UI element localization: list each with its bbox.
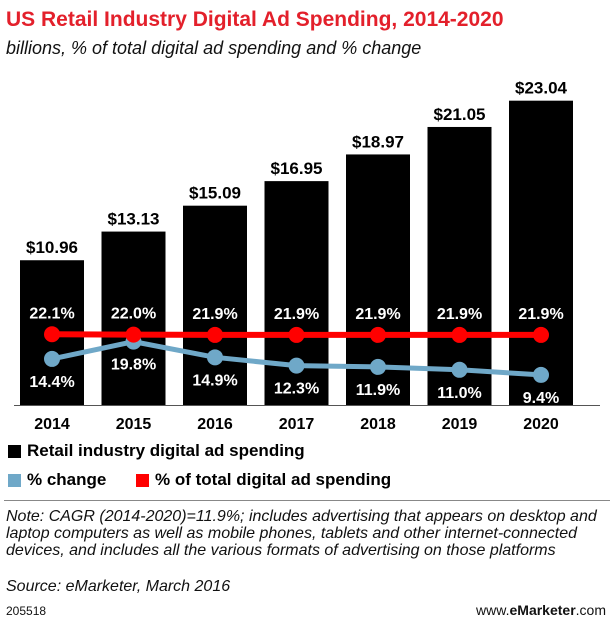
change-value-label: 11.0% (437, 385, 481, 402)
bar-value-label: $16.95 (271, 159, 323, 178)
change-value-label: 14.4% (29, 374, 74, 391)
legend-label-change: % change (27, 470, 107, 489)
legend-swatch-bar (8, 444, 21, 458)
change-value-label: 14.9% (192, 372, 237, 389)
bar-value-label: $18.97 (352, 132, 404, 151)
share-point (370, 326, 386, 343)
brand-name: eMarketer (509, 602, 576, 618)
chart-subtitle: billions, % of total digital ad spending… (6, 38, 422, 58)
change-point (533, 366, 549, 383)
bar-value-label: $10.96 (26, 238, 78, 257)
share-value-label: 22.0% (111, 306, 156, 323)
legend-label-share: % of total digital ad spending (155, 470, 392, 489)
chart-plot: $10.96 $13.13 $15.09 $16.95 $18.97 $21.05 $23.… (14, 79, 600, 433)
lines-layer (44, 326, 549, 383)
share-point (207, 326, 223, 343)
x-tick-label: 2017 (279, 416, 315, 433)
share-value-label: 21.9% (192, 306, 237, 323)
share-point (533, 326, 549, 343)
share-value-label: 21.9% (518, 306, 563, 323)
share-point (125, 326, 142, 343)
change-point (288, 357, 305, 374)
legend-item-share: % of total digital ad spending (136, 470, 391, 490)
share-value-label: 21.9% (355, 306, 400, 323)
bar-value-label: $13.13 (108, 210, 160, 229)
brand-prefix: www. (476, 602, 510, 618)
change-value-label: 12.3% (274, 381, 319, 398)
bar-2020 (509, 100, 573, 406)
legend-swatch-change (8, 473, 21, 487)
legend-item-bar: Retail industry digital ad spending (8, 441, 305, 461)
x-tick-label: 2016 (197, 416, 233, 433)
chart-source: Source: eMarketer, March 2016 (6, 578, 231, 595)
divider (4, 500, 610, 501)
legend-swatch-share (136, 473, 149, 487)
bar-2015 (101, 231, 166, 405)
labels-layer: $10.96 $13.13 $15.09 $16.95 $18.97 $21.05 $23.… (26, 79, 568, 407)
legend-label-bar: Retail industry digital ad spending (27, 441, 305, 460)
x-tick-label: 2018 (360, 416, 396, 433)
share-point (44, 326, 60, 343)
change-point (370, 358, 386, 375)
share-point (288, 326, 305, 343)
share-value-label: 21.9% (274, 306, 319, 323)
share-value-label: 21.9% (437, 306, 482, 323)
change-value-label: 9.4% (523, 390, 559, 407)
bar-2019 (427, 126, 492, 405)
x-axis: 2014 2015 2016 2017 2018 2019 2020 (14, 405, 600, 433)
bars-layer (20, 100, 573, 406)
brand-suffix: .com (575, 602, 606, 618)
change-point (451, 361, 468, 378)
chart-note: Note: CAGR (2014-2020)=11.9%; includes a… (6, 508, 597, 559)
change-value-label: 11.9% (356, 382, 400, 399)
legend-item-change: % change (8, 470, 106, 490)
chart-title: US Retail Industry Digital Ad Spending, … (6, 8, 504, 31)
change-point (44, 350, 60, 367)
x-tick-label: 2020 (523, 416, 559, 433)
chart-id: 205518 (6, 604, 47, 618)
change-value-label: 19.8% (111, 357, 156, 374)
brand-logo: www.eMarketer.com (476, 602, 606, 618)
x-tick-label: 2014 (34, 416, 70, 433)
x-tick-label: 2015 (116, 416, 152, 433)
change-point (207, 349, 223, 366)
bar-value-label: $15.09 (189, 184, 241, 203)
share-point (451, 326, 468, 343)
bar-value-label: $21.05 (434, 105, 486, 124)
bar-value-label: $23.04 (515, 79, 568, 98)
share-value-label: 22.1% (29, 305, 74, 322)
x-tick-label: 2019 (442, 416, 478, 433)
bar-2016 (183, 205, 247, 405)
